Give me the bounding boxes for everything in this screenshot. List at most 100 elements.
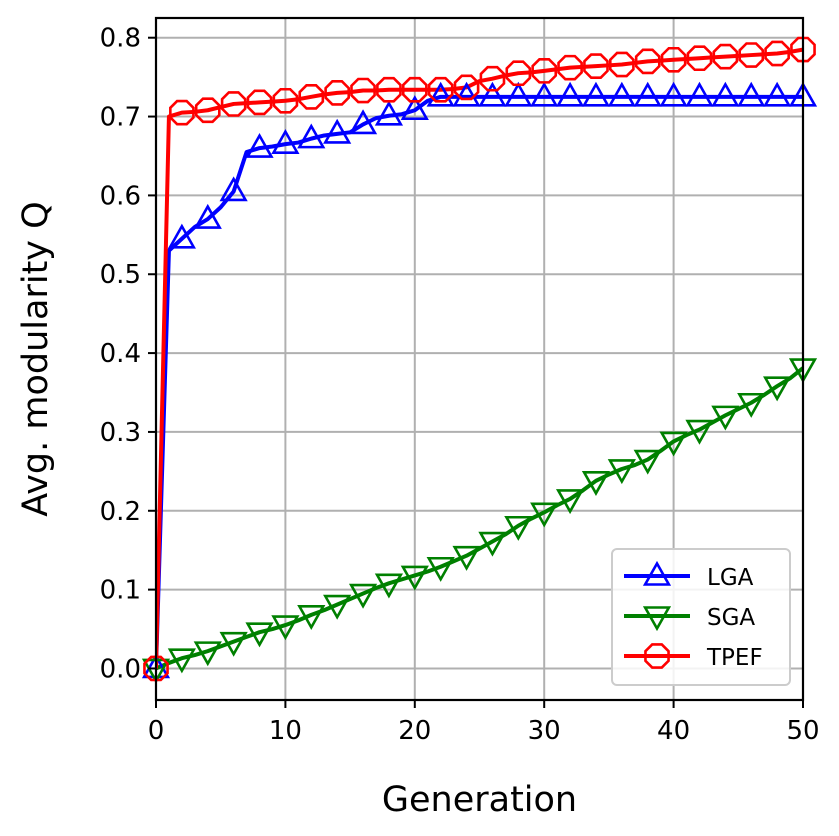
legend-marker-lga: [642, 560, 672, 586]
data-point-tpef: [272, 87, 299, 114]
x-tick-label: 50: [786, 716, 819, 746]
y-axis-label: Avg. modularity Q: [16, 201, 56, 516]
data-point-sga: [530, 502, 559, 528]
data-point-sga: [297, 605, 326, 630]
data-point-tpef: [505, 60, 532, 87]
data-point-sga: [607, 459, 636, 485]
data-point-lga: [581, 81, 611, 107]
data-point-sga: [374, 573, 404, 599]
data-point-sga: [685, 419, 714, 445]
data-point-sga: [219, 631, 248, 657]
data-point-tpef: [220, 91, 247, 117]
data-point-sga: [737, 392, 766, 418]
legend-label-sga: SGA: [707, 605, 755, 631]
data-point-lga: [504, 81, 533, 107]
data-point-lga: [737, 81, 766, 107]
data-point-lga: [167, 223, 196, 249]
y-tick-label: 0.5: [100, 260, 141, 290]
data-point-sga: [711, 405, 740, 431]
data-point-lga: [685, 81, 714, 107]
data-point-sga: [193, 641, 222, 667]
data-point-sga: [167, 648, 196, 674]
data-point-tpef: [634, 48, 661, 75]
data-point-lga: [607, 81, 636, 107]
y-tick-label: 0.7: [100, 103, 141, 133]
data-point-sga: [348, 583, 378, 609]
data-point-lga: [297, 123, 326, 149]
legend-marker-sga: [642, 606, 672, 632]
plot-area: [141, 36, 818, 684]
data-point-tpef: [660, 46, 687, 73]
data-point-sga: [659, 431, 688, 457]
data-point-lga: [659, 81, 688, 107]
y-tick-label: 0.1: [100, 576, 141, 606]
y-tick-label: 0.2: [100, 497, 141, 527]
legend-marker-tpef: [644, 643, 670, 669]
data-point-tpef: [583, 53, 609, 79]
legend-label-tpef: TPEF: [706, 645, 763, 671]
data-point-tpef: [169, 99, 195, 126]
data-point-tpef: [246, 89, 273, 116]
data-point-lga: [763, 81, 792, 107]
data-point-sga: [763, 376, 792, 402]
data-point-tpef: [143, 655, 169, 682]
data-point-lga: [323, 118, 352, 144]
x-tick-label: 30: [528, 716, 561, 746]
data-point-tpef: [194, 97, 221, 124]
series-line-lga: [156, 94, 803, 669]
series-line-tpef: [156, 47, 803, 669]
data-point-tpef: [401, 76, 428, 103]
axis-ticks: 0 10 20 30 40 50 0.0 0.1 0.2 0.3 0.4 0.5 0.6 0.7 0.8: [100, 24, 820, 746]
y-tick-label: 0.6: [100, 181, 141, 211]
x-tick-label: 0: [148, 716, 165, 746]
plot-series-group: [156, 47, 803, 671]
data-point-tpef: [764, 40, 790, 67]
data-point-tpef: [479, 65, 506, 92]
axes-frame: [154, 16, 805, 702]
data-point-sga: [245, 622, 274, 648]
data-point-tpef: [790, 36, 816, 63]
data-point-tpef: [712, 43, 739, 70]
data-point-tpef: [608, 51, 635, 78]
y-tick-label: 0.8: [100, 24, 141, 54]
data-point-lga: [271, 129, 300, 154]
data-point-sga: [271, 615, 300, 641]
x-axis-label: Generation: [382, 780, 577, 820]
legend: LGA SGA TPEF: [611, 548, 791, 686]
data-point-sga: [452, 545, 481, 571]
data-point-sga: [633, 449, 662, 475]
x-tick-label: 40: [657, 716, 690, 746]
data-point-tpef: [557, 54, 583, 81]
data-point-tpef: [453, 74, 480, 101]
data-point-lga: [478, 81, 507, 107]
data-point-lga: [426, 81, 455, 107]
legend-label-lga: LGA: [707, 565, 754, 591]
data-point-lga: [530, 81, 559, 107]
data-point-lga: [711, 81, 740, 107]
data-point-tpef: [324, 80, 351, 106]
y-tick-label: 0.4: [100, 339, 141, 369]
data-point-sga: [555, 489, 585, 515]
data-point-sga: [504, 515, 533, 541]
data-point-lga: [193, 203, 222, 229]
data-point-sga: [426, 556, 455, 582]
data-point-lga: [633, 81, 662, 107]
legend-box: [611, 548, 791, 686]
data-point-lga: [555, 81, 585, 107]
data-point-lga: [400, 95, 429, 121]
data-point-sga: [581, 471, 611, 496]
data-point-sga: [478, 531, 507, 557]
series-line-sga: [156, 366, 803, 671]
data-point-tpef: [427, 76, 454, 103]
data-point-tpef: [738, 42, 765, 68]
data-point-tpef: [531, 57, 558, 84]
x-tick-label: 20: [398, 716, 431, 746]
y-tick-label: 0.0: [100, 654, 141, 684]
data-point-lga: [348, 109, 378, 135]
data-point-tpef: [350, 77, 376, 104]
plot-marker-group: [141, 36, 818, 684]
data-point-sga: [400, 565, 429, 591]
data-point-tpef: [686, 45, 713, 72]
data-point-tpef: [298, 84, 325, 110]
data-point-lga: [374, 100, 404, 126]
